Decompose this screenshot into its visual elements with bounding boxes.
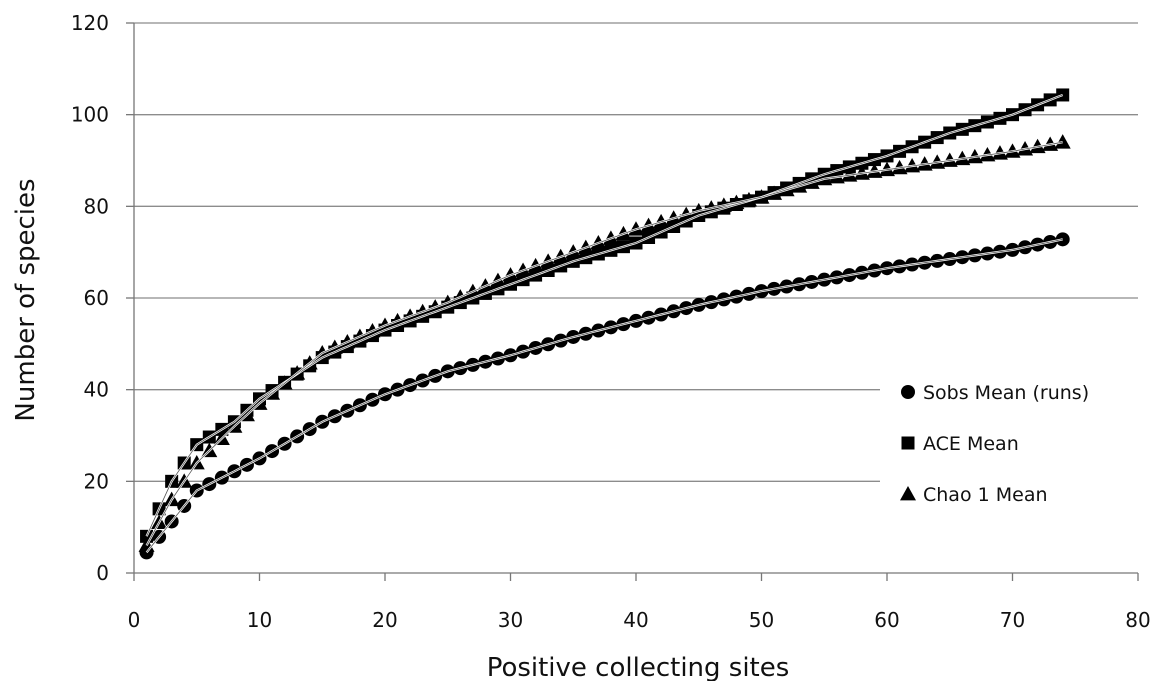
triangle-point [1054, 134, 1071, 149]
axes [126, 22, 1139, 581]
x-axis-title: Positive collecting sites [487, 653, 790, 681]
trendline-core-sobs-mean-runs [146, 238, 1063, 553]
legend-marker-square [901, 436, 915, 450]
trendline-core-chao-1-mean [146, 141, 1063, 546]
legend-marker-circle [901, 385, 915, 399]
x-tick-label: 40 [623, 608, 648, 632]
tick-labels: 0 20 40 60 80 100 120 0 10 20 30 40 50 60 70 80 [71, 11, 1151, 632]
legend: Sobs Mean (runs) ACE Mean Chao 1 Mean [900, 382, 1089, 506]
y-tick-label: 20 [84, 469, 109, 493]
x-tick-label: 0 [128, 608, 141, 632]
y-axis-title: Number of species [11, 178, 41, 421]
x-tick-label: 10 [247, 608, 272, 632]
legend-label: Chao 1 Mean [923, 484, 1048, 506]
y-tick-label: 40 [84, 378, 109, 402]
y-tick-label: 60 [84, 286, 109, 310]
x-tick-label: 30 [498, 608, 523, 632]
x-tick-label: 70 [1000, 608, 1025, 632]
y-tick-label: 100 [71, 103, 109, 127]
gridlines [134, 22, 1138, 482]
x-tick-label: 50 [749, 608, 774, 632]
x-tick-label: 60 [874, 608, 899, 632]
series-ace-mean [140, 88, 1070, 543]
y-tick-label: 80 [84, 194, 109, 218]
y-tick-label: 0 [96, 561, 109, 585]
legend-marker-triangle [900, 486, 916, 501]
y-tick-label: 120 [71, 11, 109, 35]
legend-label: ACE Mean [923, 433, 1019, 455]
x-tick-label: 80 [1125, 608, 1150, 632]
legend-label: Sobs Mean (runs) [923, 382, 1089, 404]
x-tick-label: 20 [372, 608, 397, 632]
square-point [1056, 88, 1070, 102]
trendlines [145, 93, 1064, 554]
